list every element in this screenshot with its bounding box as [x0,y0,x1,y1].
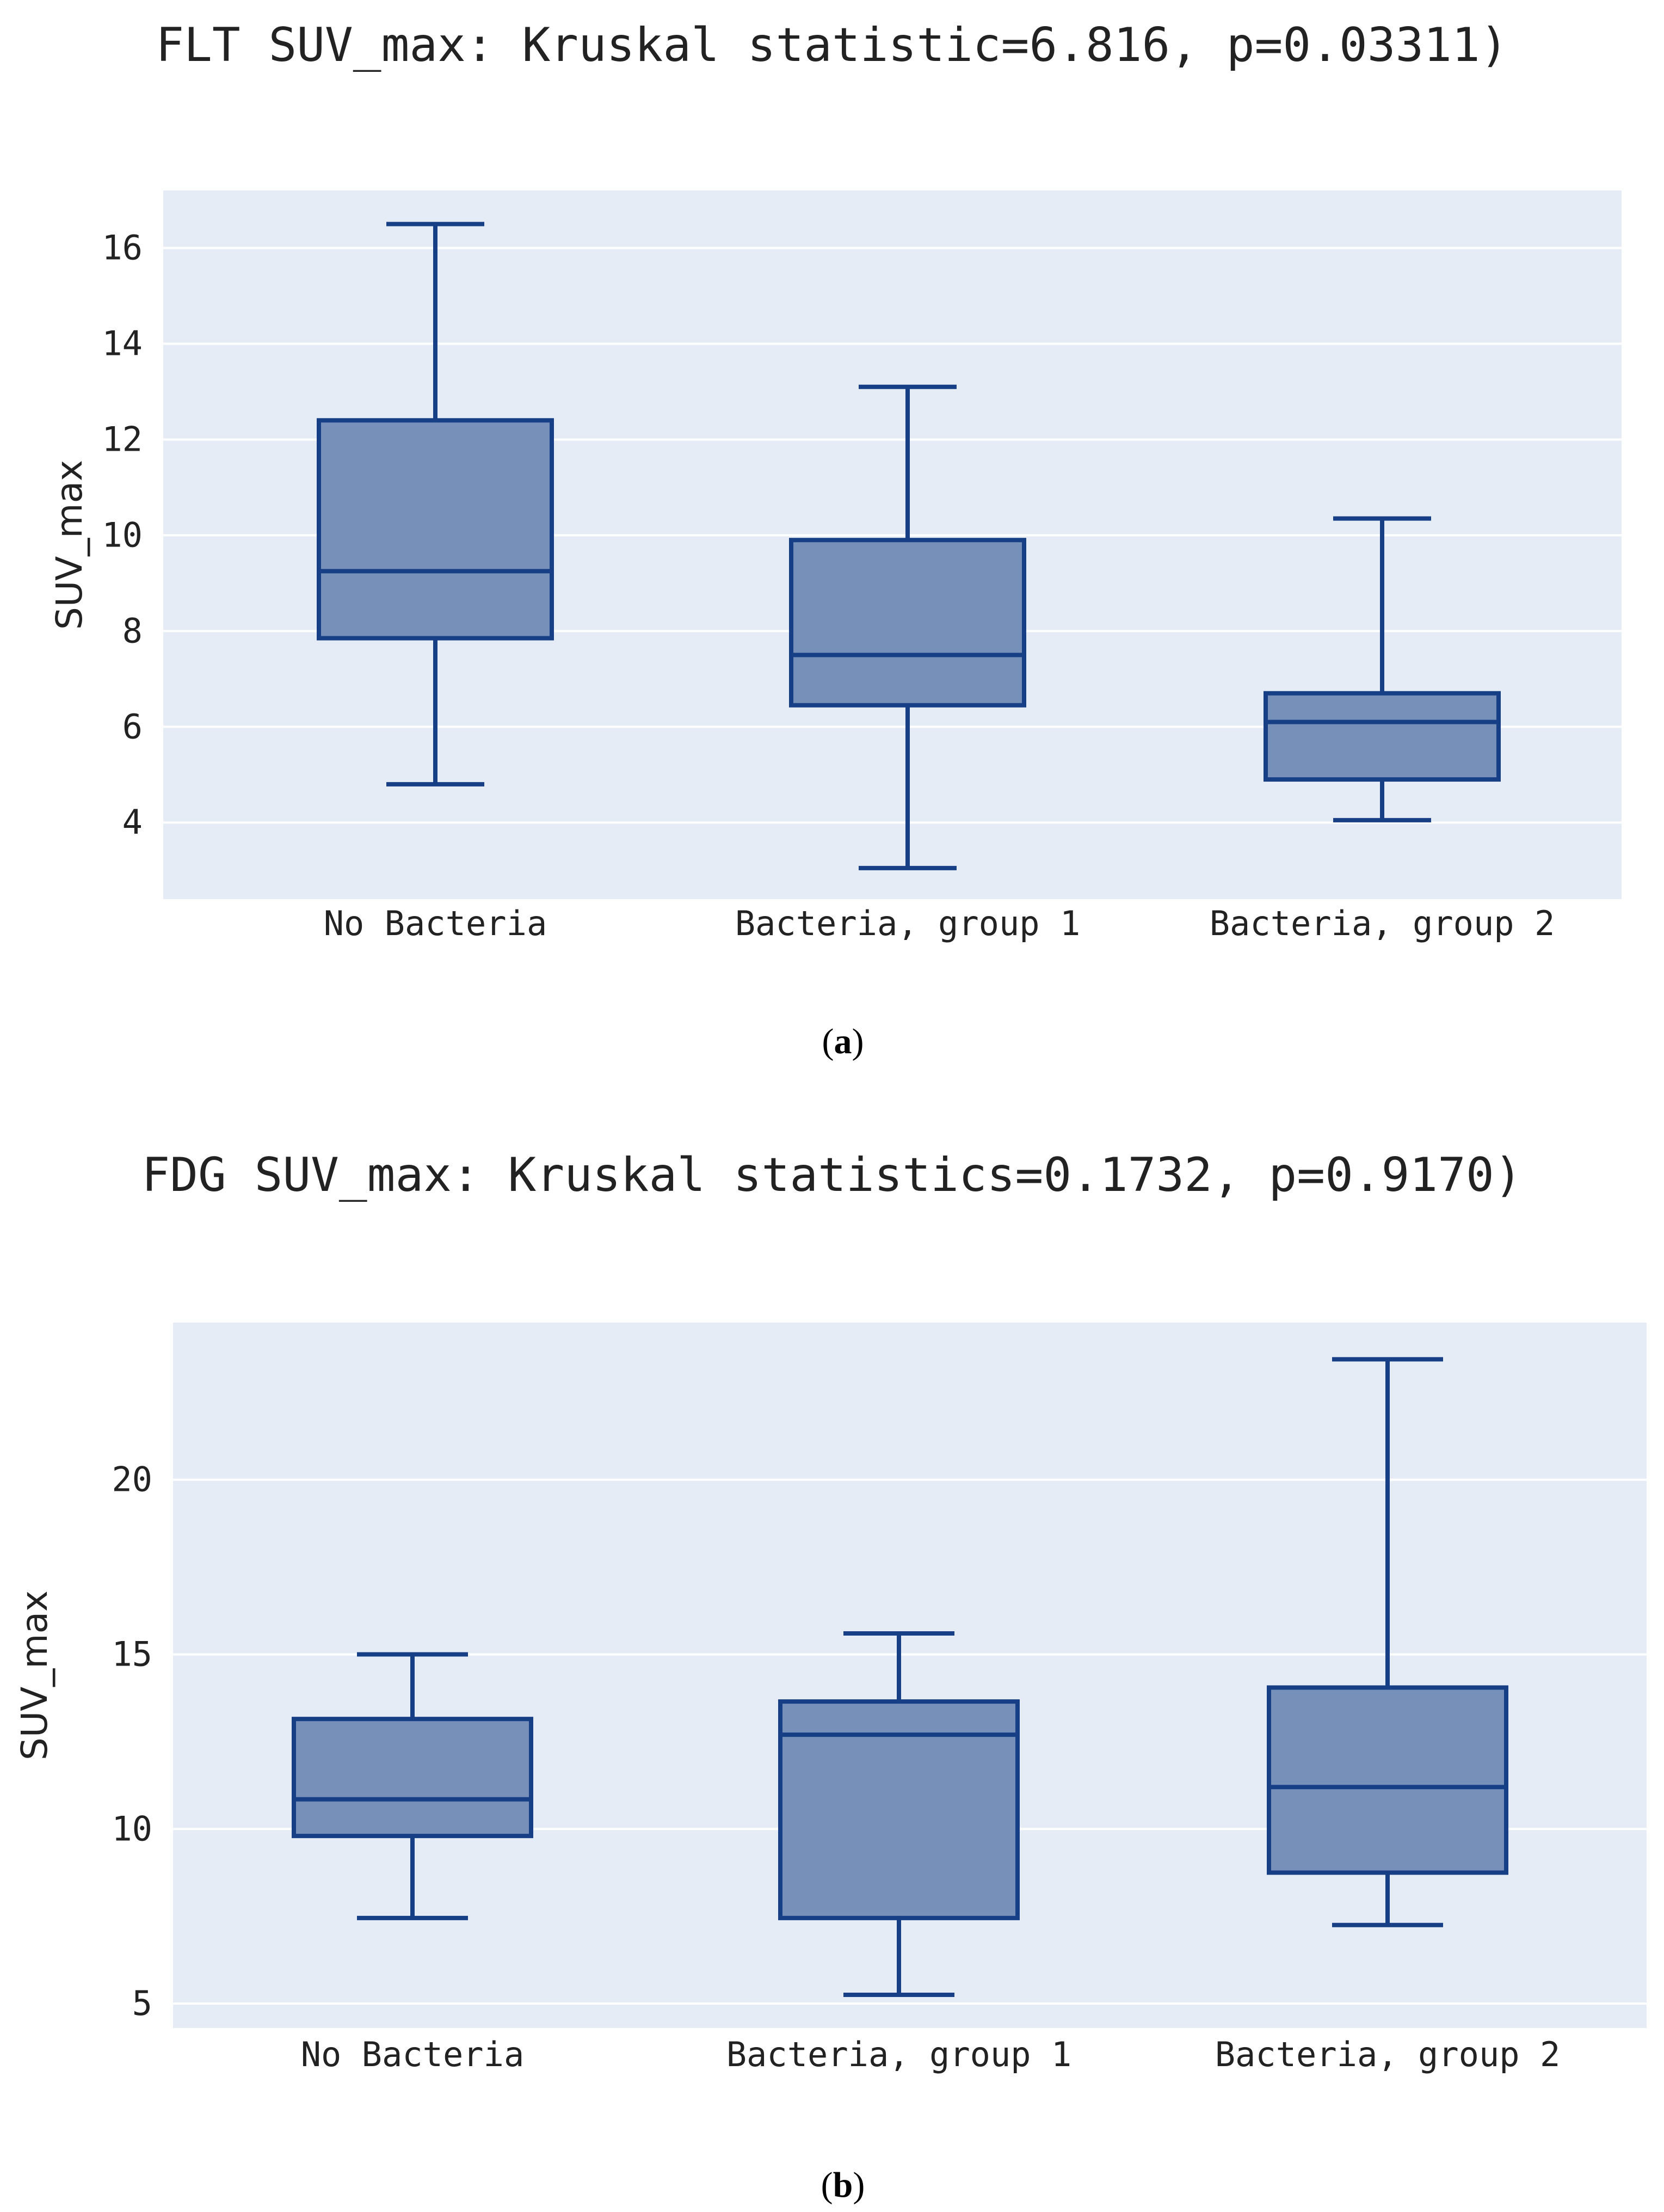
chart-a-y-tick-label: 14 [102,324,143,364]
panel-label-a: (a) [822,1022,864,1061]
chart-a-x-tick-label: No Bacteria [324,904,547,943]
chart-a-boxes [317,222,1501,870]
chart-b-box-3 [1267,1357,1508,1927]
chart-b-x-tick-label: Bacteria, group 2 [1215,2035,1561,2074]
chart-a-box-2 [789,384,1026,870]
chart-a-y-axis-label: SUV_max [48,460,90,630]
chart-a-box-3 [1264,516,1501,822]
chart-a-box-1 [317,222,554,787]
panel-label-b-letter: b [833,2165,853,2205]
chart-a-y-tick-label: 12 [102,419,143,459]
chart-b-box-1 [292,1652,533,1920]
panel-label-b-open: ( [821,2165,833,2205]
chart-a-y-tick-label: 10 [102,515,143,555]
chart-a-title: FLT SUV_max: Kruskal statistic=6.816, p=… [156,18,1508,72]
chart-a: FLT SUV_max: Kruskal statistic=6.816, p=… [48,18,1622,1061]
chart-b-y-tick-label: 15 [112,1635,152,1674]
panel-label-b-close: ) [853,2165,865,2205]
chart-b-title: FDG SUV_max: Kruskal statistics=0.1732, … [141,1148,1522,1202]
iqr-box [1267,1685,1508,1875]
chart-b-x-axis: No Bacteria Bacteria, group 1 Bacteria, gr… [301,2035,1561,2074]
chart-a-x-tick-label: Bacteria, group 2 [1210,904,1555,943]
panel-label-a-letter: a [834,1022,852,1061]
chart-b-x-tick-label: No Bacteria [301,2035,525,2074]
chart-a-y-tick-label: 4 [122,802,143,842]
panel-label-a-open: ( [822,1022,834,1061]
chart-b-y-tick-label: 5 [132,1983,152,2023]
iqr-box [317,418,554,641]
iqr-box [1264,691,1501,782]
chart-b-box-2 [778,1631,1020,1998]
chart-a-y-axis: 4 6 8 10 12 14 16 [102,228,143,843]
chart-b-y-tick-label: 20 [112,1460,152,1500]
iqr-box [292,1717,533,1839]
chart-b-y-tick-label: 10 [112,1809,152,1848]
chart-b-boxes [292,1357,1508,1998]
chart-b: FDG SUV_max: Kruskal statistics=0.1732, … [14,1148,1647,2205]
panel-label-b: (b) [821,2165,865,2205]
chart-b-x-tick-label: Bacteria, group 1 [726,2035,1072,2074]
chart-b-y-axis: 5 10 15 20 [112,1460,152,2023]
chart-a-x-axis: No Bacteria Bacteria, group 1 Bacteria, gr… [324,904,1555,943]
iqr-box [789,538,1026,708]
chart-a-y-tick-label: 6 [122,706,143,746]
chart-a-y-tick-label: 16 [102,228,143,268]
chart-a-y-tick-label: 8 [122,611,143,650]
chart-b-plot-area [173,1323,1647,2028]
iqr-box [778,1699,1020,1920]
chart-b-y-axis-label: SUV_max [14,1590,56,1760]
chart-a-x-tick-label: Bacteria, group 1 [735,904,1081,943]
panel-label-a-close: ) [852,1022,864,1061]
